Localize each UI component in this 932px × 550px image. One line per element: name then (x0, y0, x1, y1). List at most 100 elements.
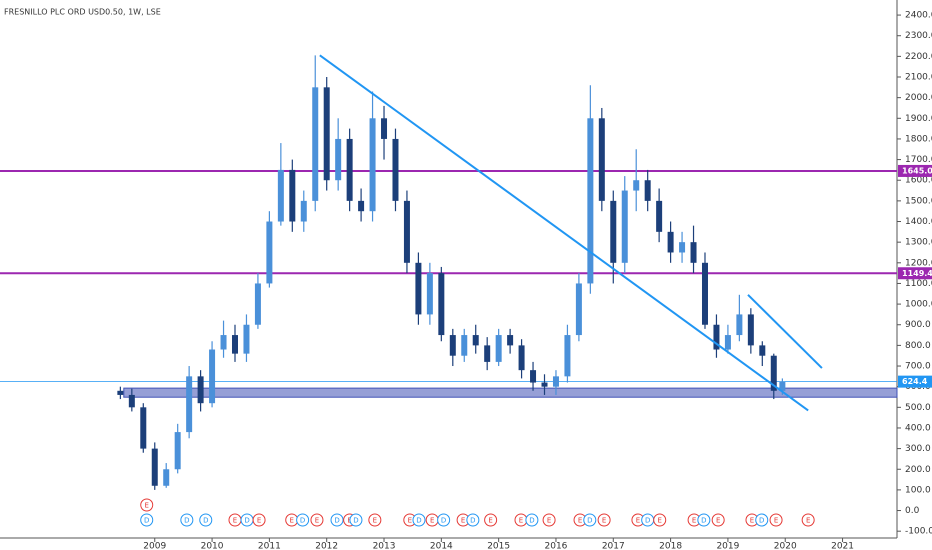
level-label: 1149.4 (902, 269, 932, 278)
event-label: D (701, 517, 706, 525)
candle-body (358, 200, 365, 212)
event-marker (437, 513, 451, 527)
event-label: E (488, 517, 492, 525)
event-marker (330, 513, 344, 527)
event-label: E (145, 502, 149, 510)
event-label: E (257, 517, 261, 525)
level-label-box (898, 164, 932, 177)
y-tick-label: 1700.0 (905, 155, 932, 165)
candle-body (587, 118, 594, 284)
x-tick-label: 2012 (315, 542, 338, 550)
event-label: E (430, 517, 434, 525)
candle-body (598, 118, 605, 201)
event-marker (711, 513, 725, 527)
event-marker (368, 513, 382, 527)
candle-body (403, 200, 410, 263)
event-label: E (578, 517, 582, 525)
candle-body (679, 242, 686, 253)
y-tick-label: 0.0 (905, 506, 920, 516)
event-label: E (692, 517, 696, 525)
y-tick-label: 200.0 (905, 465, 931, 475)
y-tick-label: 1100.0 (905, 279, 932, 289)
trendline (319, 54, 809, 412)
candle-body (117, 390, 124, 395)
candle-body (415, 262, 422, 315)
x-tick-label: 2017 (602, 542, 625, 550)
event-label: D (416, 517, 421, 525)
candle-body (759, 345, 766, 356)
event-label: E (461, 517, 465, 525)
event-marker (653, 513, 667, 527)
candle-body (530, 370, 537, 383)
y-tick-label: 1800.0 (905, 134, 932, 144)
x-tick-label: 2018 (659, 542, 682, 550)
level-label-box (898, 267, 932, 280)
x-tick-label: 2015 (487, 542, 510, 550)
x-tick-label: 2019 (716, 542, 739, 550)
support-zone (123, 387, 898, 398)
event-marker (140, 513, 154, 527)
y-tick-label: 1400.0 (905, 217, 932, 227)
event-marker (252, 513, 266, 527)
y-tick-label: 1000.0 (905, 300, 932, 310)
event-label: E (547, 517, 551, 525)
trendline (747, 294, 823, 369)
candle-body (461, 335, 468, 356)
event-marker (583, 513, 597, 527)
y-tick-label: 1500.0 (905, 196, 932, 206)
y-tick-label: 2400.0 (905, 11, 932, 21)
candle-body (163, 469, 170, 486)
event-marker (755, 513, 769, 527)
event-label: D (645, 517, 650, 525)
y-tick-label: 2000.0 (905, 93, 932, 103)
last-price-box (898, 375, 932, 388)
candle-body (266, 221, 273, 284)
y-tick-label: 1200.0 (905, 258, 932, 268)
event-marker (412, 513, 426, 527)
candle-body (747, 314, 754, 346)
y-tick-label: 1600.0 (905, 176, 932, 186)
event-label: E (602, 517, 606, 525)
candle-body (621, 190, 628, 263)
candle-body (575, 283, 582, 336)
y-tick-label: 2100.0 (905, 73, 932, 83)
candle-body (426, 273, 433, 315)
event-label: E (750, 517, 754, 525)
candle-body (289, 169, 296, 222)
x-tick-label: 2010 (201, 542, 224, 550)
event-label: D (353, 517, 358, 525)
candle-body (552, 376, 559, 387)
event-label: E (636, 517, 640, 525)
candle-body (323, 87, 330, 181)
event-marker (310, 513, 324, 527)
event-label: E (774, 517, 778, 525)
level-label: 1645.0 (902, 166, 932, 175)
candle-body (495, 335, 502, 362)
candle-body (197, 376, 204, 404)
y-tick-label: 900.0 (905, 320, 931, 330)
candle-body (701, 262, 708, 325)
event-label: E (408, 517, 412, 525)
event-label: E (315, 517, 319, 525)
event-marker (801, 513, 815, 527)
candle-body (277, 169, 284, 222)
candle-body (690, 242, 697, 263)
candle-body (312, 87, 319, 201)
event-marker (525, 513, 539, 527)
event-label: D (184, 517, 189, 525)
candle-body (346, 138, 353, 201)
event-label: D (244, 517, 249, 525)
candle-body (736, 314, 743, 336)
x-tick-label: 2011 (258, 542, 281, 550)
candle-body (220, 335, 227, 350)
event-marker (697, 513, 711, 527)
y-tick-label: 800.0 (905, 341, 931, 351)
event-label: D (759, 517, 764, 525)
candle-body (300, 200, 307, 222)
event-label: D (334, 517, 339, 525)
candle-body (644, 180, 651, 201)
event-label: E (716, 517, 720, 525)
candle-body (231, 335, 238, 354)
event-label: D (203, 517, 208, 525)
candle-body (667, 231, 674, 253)
